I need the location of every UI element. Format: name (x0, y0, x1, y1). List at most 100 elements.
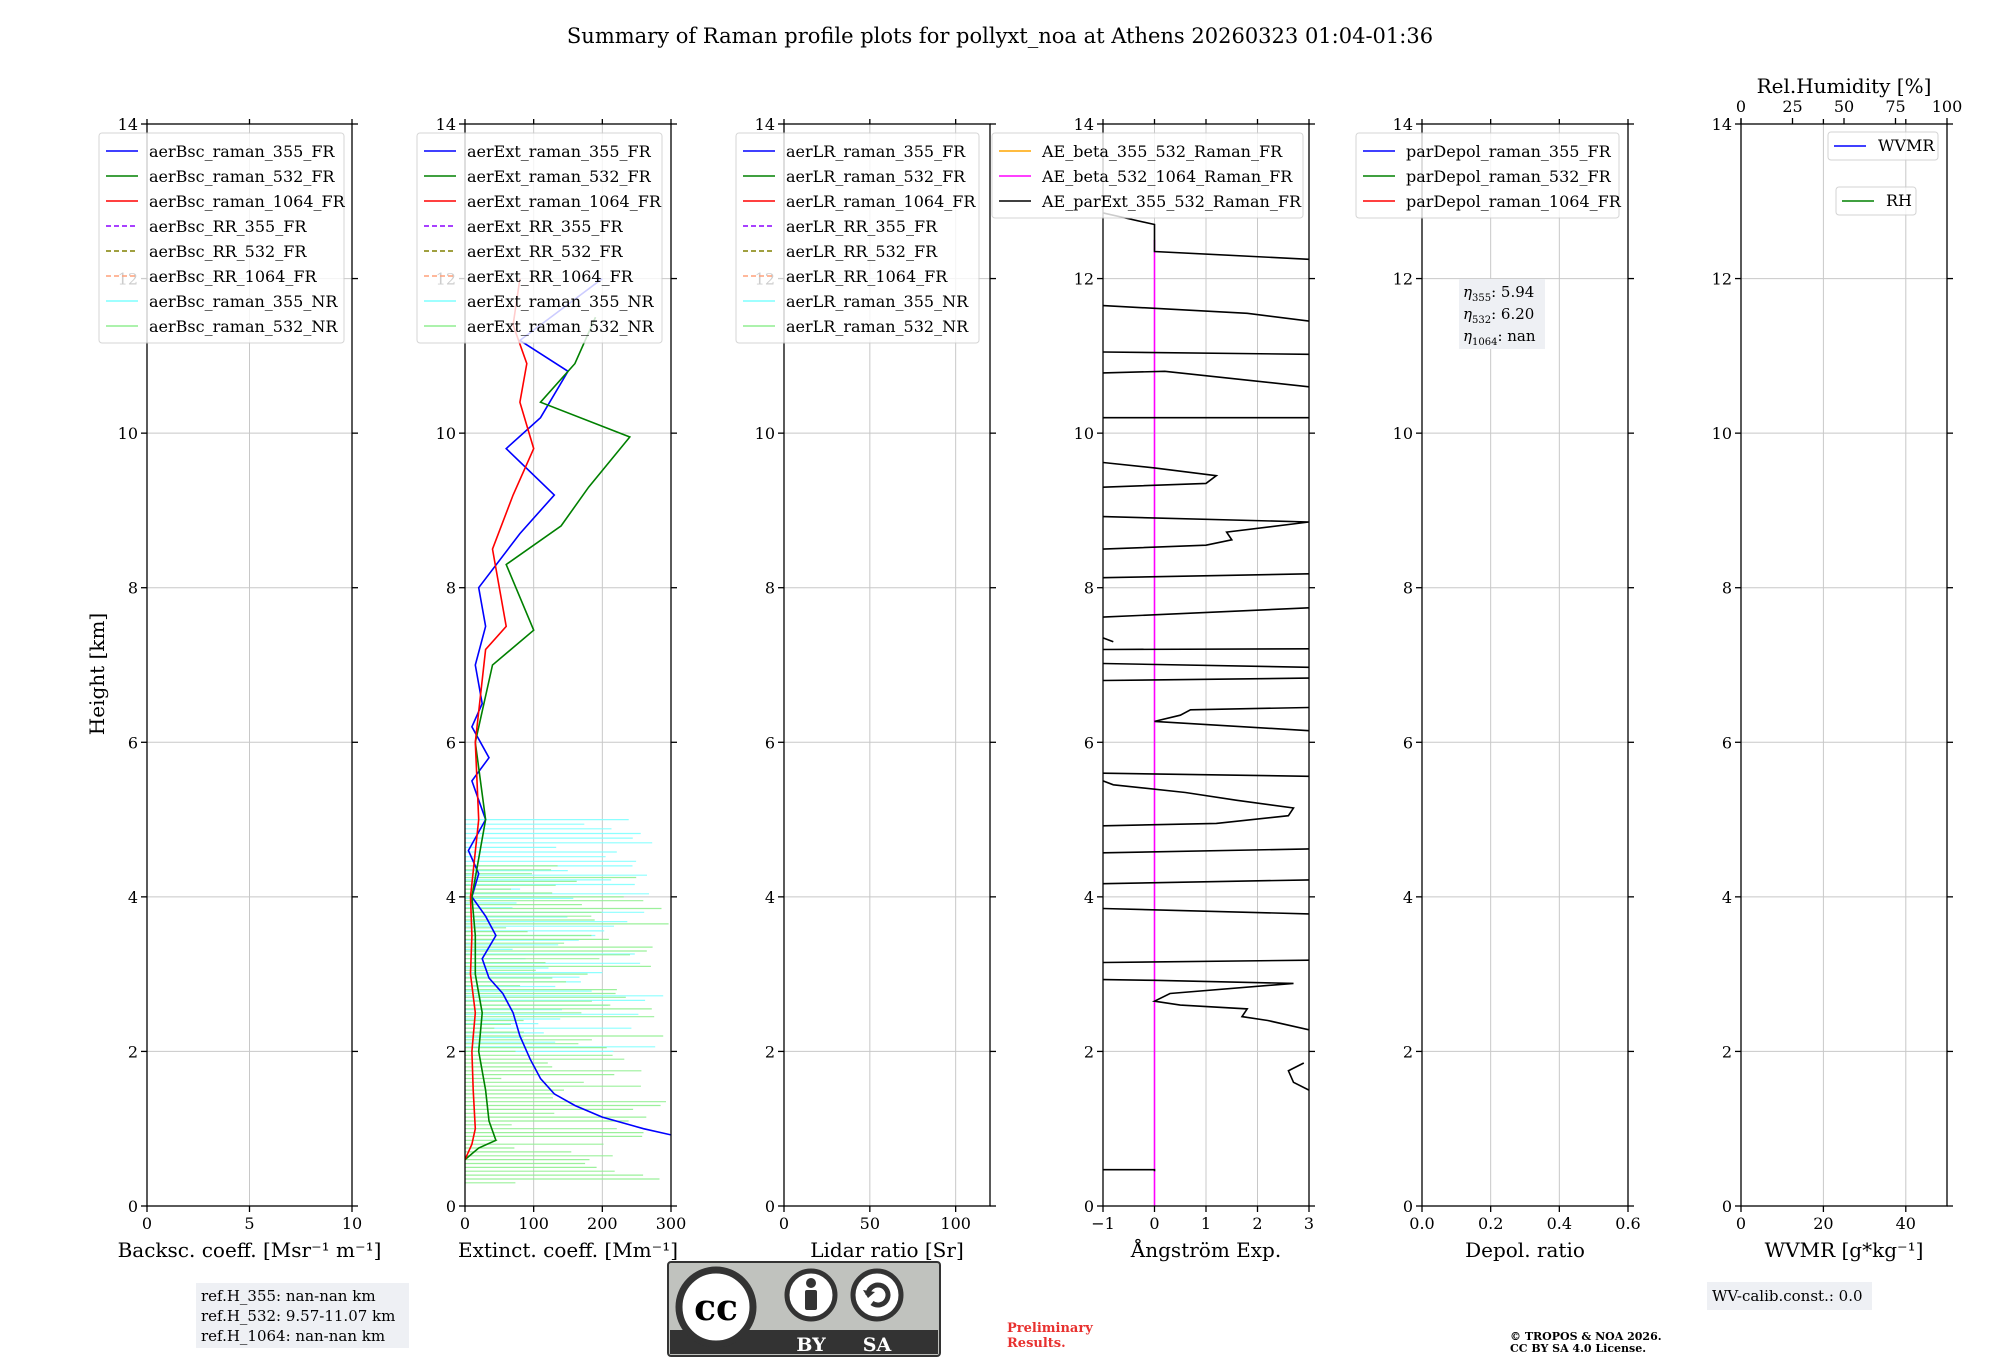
legend-label: aerExt_raman_532_NR (467, 317, 655, 336)
legend-label: aerExt_RR_532_FR (467, 242, 624, 261)
series-line-aerExt_raman_1064_FR (465, 278, 535, 1160)
series-line-AE_parExt_355_532_Raman_FR (1103, 1168, 1156, 1172)
series-line-AE_parExt_355_532_Raman_FR (1103, 879, 1309, 885)
preliminary-line-2: Results. (1007, 1336, 1066, 1351)
x-tick-label: 50 (860, 1214, 880, 1233)
y-tick-label: 4 (446, 888, 456, 907)
legend-label: parDepol_raman_355_FR (1406, 142, 1612, 161)
y-tick-label: 14 (1074, 115, 1094, 134)
y-tick-label: 2 (128, 1042, 138, 1061)
legend: AE_beta_355_532_Raman_FR AE_beta_532_1064… (991, 132, 1304, 219)
legend-box (1827, 131, 1939, 161)
series-line-AE_parExt_355_532_Raman_FR (1103, 212, 1309, 261)
series-line-AE_parExt_355_532_Raman_FR (1103, 637, 1114, 643)
y-tick-label: 6 (765, 733, 775, 752)
y-tick-label: 14 (436, 115, 456, 134)
legend-box (416, 132, 663, 344)
y-tick-label: 4 (1722, 888, 1732, 907)
y-tick-label: 12 (1393, 270, 1413, 289)
y-tick-label: 10 (755, 424, 775, 443)
legend-label: aerLR_raman_355_NR (786, 292, 969, 311)
legend-label: aerLR_raman_355_FR (786, 142, 966, 161)
series-line-AE_parExt_355_532_Raman_FR (1103, 351, 1309, 356)
y-tick-label: 10 (1393, 424, 1413, 443)
series-line-AE_parExt_355_532_Raman_FR (1103, 648, 1309, 651)
legend-label: aerLR_RR_532_FR (786, 242, 938, 261)
y-tick-label: 6 (1403, 733, 1413, 752)
x-tick-label: 0.4 (1547, 1214, 1572, 1233)
y-axis-label: Height [km] (85, 613, 109, 735)
legend-label: aerBsc_RR_355_FR (149, 217, 307, 236)
legend: WVMR RH (1827, 131, 1939, 216)
x-tick-label: 0 (779, 1214, 789, 1233)
ref-heights-box: ref.H_355: nan-nan km ref.H_532: 9.57-11… (196, 1283, 409, 1348)
chart-title: Summary of Raman profile plots for polly… (567, 24, 1433, 48)
series-line-AE_parExt_355_532_Raman_FR (1103, 573, 1309, 579)
x-axis-label: Backsc. coeff. [Msr⁻¹ m⁻¹] (118, 1238, 382, 1262)
sa-share-icon (850, 1268, 904, 1322)
panel-depol: 0 2 4 6 8 10 12 14 0.0 0.2 0.4 0.6 Depol. ratio parDe… (1355, 115, 1641, 1262)
legend: aerBsc_raman_355_FR aerBsc_raman_532_FRae… (98, 132, 346, 344)
eta-532: η532: 6.20 (1463, 305, 1534, 326)
x-tick-label: 0 (142, 1214, 152, 1233)
series-line-AE_parExt_355_532_Raman_FR (1103, 907, 1309, 915)
legend-box (991, 132, 1304, 219)
series-line-aerExt_raman_355_FR (467, 277, 671, 1136)
wv-calib-const: WV-calib.const.: 0.0 (1712, 1287, 1863, 1305)
y-tick-label: 10 (436, 424, 456, 443)
y-tick-label: 0 (1403, 1197, 1413, 1216)
series-line-aerExt_raman_532_FR (465, 316, 632, 1161)
panel-bsc: 024681012140510Backsc. coeff. [Msr⁻¹ m⁻¹… (98, 115, 382, 1262)
x-tick-label: 200 (587, 1214, 618, 1233)
top-axis-label: Rel.Humidity [%] (1757, 74, 1932, 98)
y-tick-label: 6 (1722, 733, 1732, 752)
y-tick-label: 2 (1084, 1042, 1094, 1061)
legend-box (1835, 186, 1917, 216)
series-group (1103, 212, 1309, 1206)
series-line-aerExt_raman_355_NR (465, 819, 664, 1052)
sa-share-arc (865, 1282, 891, 1308)
y-tick-label: 4 (1084, 888, 1094, 907)
x-axis-label: Lidar ratio [Sr] (810, 1238, 964, 1262)
panel-ext: 024681012140100200300Extinct. coeff. [Mm… (416, 115, 687, 1262)
ref-height-1064: ref.H_1064: nan-nan km (201, 1327, 385, 1345)
axes-frame (783, 123, 991, 1207)
y-tick-label: 2 (1722, 1042, 1732, 1061)
series-line-AE_parExt_355_532_Raman_FR (1103, 848, 1309, 854)
y-tick-label: 14 (118, 115, 138, 134)
legend-label: aerBsc_RR_532_FR (149, 242, 307, 261)
series-line-AE_parExt_355_532_Raman_FR (1103, 607, 1309, 618)
legend-label: aerBsc_RR_1064_FR (149, 267, 318, 286)
series-line-AE_parExt_355_532_Raman_FR (1103, 780, 1295, 827)
y-tick-label: 4 (1403, 888, 1413, 907)
legend-label: aerExt_raman_1064_FR (467, 192, 662, 211)
y-tick-label: 2 (1403, 1042, 1413, 1061)
x-tick-label: 2 (1252, 1214, 1262, 1233)
y-tick-label: 0 (446, 1197, 456, 1216)
y-tick-label: 8 (446, 579, 456, 598)
by-label: BY (796, 1334, 826, 1356)
series-line-AE_parExt_355_532_Raman_FR (1154, 706, 1309, 732)
legend-label: aerBsc_raman_1064_FR (149, 192, 346, 211)
legend: parDepol_raman_355_FR parDepol_raman_532_… (1355, 132, 1622, 219)
y-tick-label: 2 (446, 1042, 456, 1061)
top-axis-tick-label: 25 (1782, 97, 1802, 116)
cc-text: cc (694, 1287, 738, 1329)
y-tick-label: 6 (446, 733, 456, 752)
y-tick-label: 12 (1712, 270, 1732, 289)
cc-license-badge: cc BY SA (667, 1261, 941, 1357)
preliminary-line-1: Preliminary (1007, 1321, 1093, 1336)
by-person-head (806, 1278, 816, 1288)
legend-box (735, 132, 980, 344)
ref-height-355: ref.H_355: nan-nan km (201, 1287, 376, 1305)
axes-frame (464, 123, 672, 1207)
x-tick-label: 300 (656, 1214, 687, 1233)
panel-lr: 02468101214050100Lidar ratio [Sr]aerLR_r… (735, 115, 996, 1262)
x-axis-label: Ångström Exp. (1130, 1237, 1281, 1262)
y-tick-label: 4 (765, 888, 775, 907)
legend-label: aerLR_RR_1064_FR (786, 267, 948, 286)
eta-355: η355: 5.94 (1463, 283, 1534, 304)
